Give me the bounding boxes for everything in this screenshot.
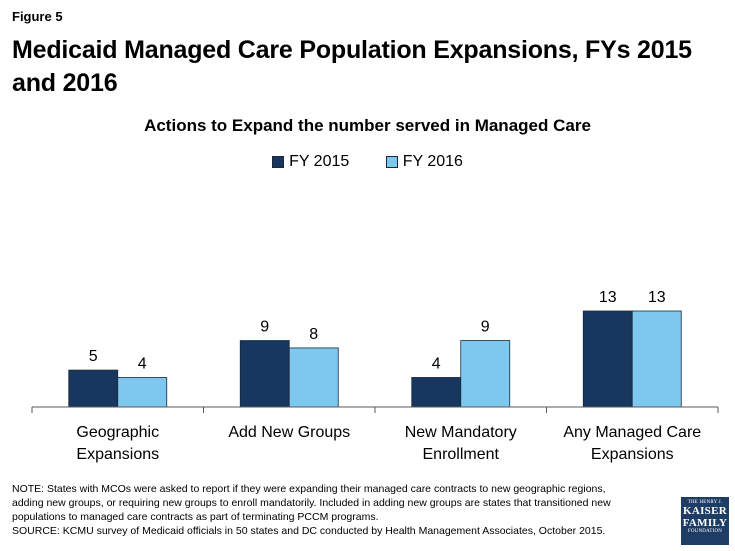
bar-fy2016-1 bbox=[288, 347, 339, 408]
legend-item-fy2015: FY 2015 bbox=[272, 153, 349, 171]
chart-title: Actions to Expand the number served in M… bbox=[144, 116, 591, 135]
legend-swatch-fy2015 bbox=[272, 156, 285, 168]
category-label-3: Expansions bbox=[591, 446, 674, 463]
legend-label-fy2015: FY 2015 bbox=[289, 153, 350, 170]
note-line: NOTE: States with MCOs were asked to rep… bbox=[12, 483, 606, 495]
bar-fy2016-0 bbox=[117, 377, 168, 408]
logo-line-3: FAMILY bbox=[682, 517, 728, 529]
legend-swatch-fy2016 bbox=[385, 156, 398, 168]
category-label-0: Expansions bbox=[76, 446, 159, 463]
data-label-fy2016-1: 8 bbox=[309, 326, 318, 343]
bar-fy2016-2 bbox=[460, 340, 511, 408]
category-label-0: Geographic bbox=[76, 424, 159, 441]
category-label-1: Add New Groups bbox=[228, 424, 350, 441]
logo-line-1: THE HENRY J. bbox=[687, 500, 723, 505]
data-label-fy2015-3: 13 bbox=[599, 289, 617, 306]
data-label-fy2016-3: 13 bbox=[648, 289, 666, 306]
legend-label-fy2016: FY 2016 bbox=[402, 153, 463, 170]
data-label-fy2015-0: 5 bbox=[89, 348, 98, 365]
note-text: NOTE: States with MCOs were asked to rep… bbox=[12, 482, 672, 538]
bar-fy2015-2 bbox=[411, 377, 462, 408]
chart-legend: FY 2015 FY 2016 bbox=[0, 153, 735, 173]
category-label-2: Enrollment bbox=[423, 446, 500, 463]
legend-item-fy2016: FY 2016 bbox=[385, 153, 463, 171]
data-label-fy2016-2: 9 bbox=[481, 319, 490, 336]
data-label-fy2015-1: 9 bbox=[260, 319, 269, 336]
category-label-3: Any Managed Care bbox=[563, 424, 701, 441]
kff-logo: THE HENRY J. KAISER FAMILY FOUNDATION bbox=[681, 497, 729, 545]
bar-fy2015-1 bbox=[239, 340, 290, 408]
category-label-2: New Mandatory bbox=[405, 424, 517, 441]
logo-line-4: FOUNDATION bbox=[687, 529, 723, 534]
note-line: adding new groups, or requiring new grou… bbox=[12, 497, 611, 509]
data-label-fy2015-2: 4 bbox=[432, 355, 441, 372]
note-line: populations to managed care contracts as… bbox=[12, 511, 379, 523]
source-line: SOURCE: KCMU survey of Medicaid official… bbox=[12, 525, 606, 537]
page-title: Medicaid Managed Care Population Expansi… bbox=[12, 36, 692, 97]
data-label-fy2016-0: 4 bbox=[138, 355, 147, 372]
logo-line-2: KAISER bbox=[683, 505, 727, 517]
bar-fy2016-3 bbox=[631, 310, 682, 408]
bar-fy2015-0 bbox=[68, 369, 119, 408]
bar-chart: 5 4 Geographic Expansions 9 8 Add New Groups 4 9… bbox=[31, 289, 719, 463]
figure-label: Figure 5 bbox=[12, 9, 63, 24]
bar-fy2015-3 bbox=[582, 310, 633, 408]
